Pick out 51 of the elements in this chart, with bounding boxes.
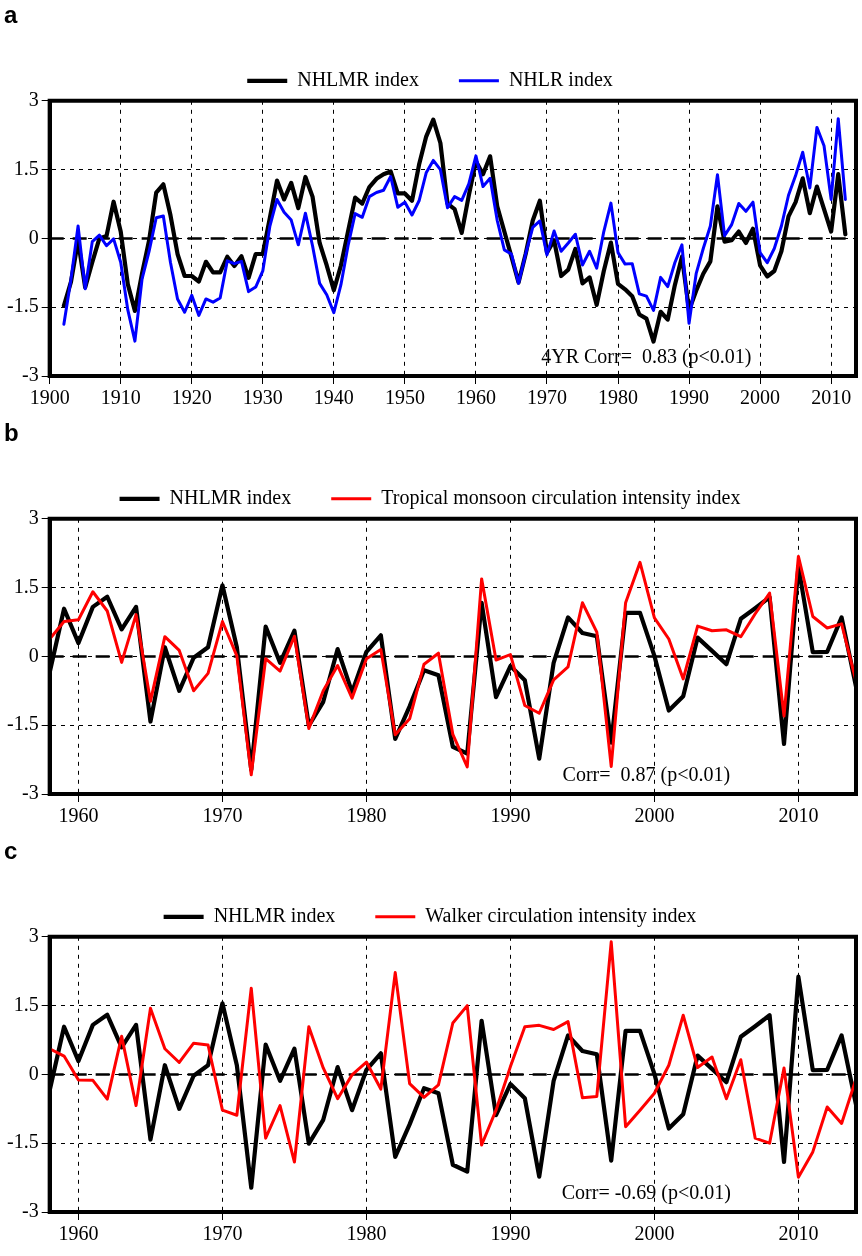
y-tick-label: 0 xyxy=(28,225,39,248)
annotation: Corr= -0.69 (p<0.01) xyxy=(561,1181,731,1205)
legend-label: NHLMR index xyxy=(169,486,292,509)
x-tick-label: 2000 xyxy=(634,804,675,827)
x-tick-label: 1960 xyxy=(58,1222,99,1245)
chart-title: c xyxy=(4,837,18,865)
x-tick-label: 2010 xyxy=(778,804,819,827)
x-tick-label: 2010 xyxy=(811,386,852,409)
x-tick-label: 1970 xyxy=(202,804,243,827)
x-tick-label: 2000 xyxy=(740,386,781,409)
x-tick-label: 2000 xyxy=(634,1222,675,1245)
x-tick-label: 1930 xyxy=(242,386,283,409)
legend-label: NHLMR index xyxy=(213,904,336,927)
y-tick-label: -1.5 xyxy=(6,712,39,735)
y-tick-label: -3 xyxy=(21,781,39,804)
x-tick-label: 1990 xyxy=(490,804,531,827)
x-tick-label: 2010 xyxy=(778,1222,819,1245)
y-tick-label: 1.5 xyxy=(13,992,39,1015)
x-tick-label: 1910 xyxy=(100,386,141,409)
legend-label: Tropical monsoon circulation intensity index xyxy=(381,486,741,510)
y-tick-label: -3 xyxy=(21,363,39,386)
x-tick-label: 1980 xyxy=(346,1222,387,1245)
y-tick-label: 3 xyxy=(28,924,39,947)
x-tick-label: 1980 xyxy=(598,386,639,409)
x-tick-label: 1960 xyxy=(455,386,496,409)
annotation: Corr= 0.87 (p<0.01) xyxy=(562,763,731,787)
chart-title: a xyxy=(4,1,18,29)
y-tick-label: -1.5 xyxy=(6,1130,39,1153)
y-tick-label: 0 xyxy=(28,1061,39,1084)
x-tick-label: 1960 xyxy=(58,804,99,827)
x-tick-label: 1950 xyxy=(384,386,425,409)
y-tick-label: 3 xyxy=(28,506,39,529)
y-tick-label: 1.5 xyxy=(13,574,39,597)
x-tick-label: 1990 xyxy=(669,386,710,409)
annotation: 4YR Corr= 0.83 (p<0.01) xyxy=(541,345,752,369)
chart-title: b xyxy=(4,419,19,447)
x-tick-label: 1900 xyxy=(29,386,70,409)
y-tick-label: 3 xyxy=(28,88,39,111)
x-tick-label: 1940 xyxy=(313,386,354,409)
legend-label: Walker circulation intensity index xyxy=(425,904,697,928)
legend-label: NHLMR index xyxy=(297,68,419,91)
x-tick-label: 1980 xyxy=(346,804,387,827)
legend-label: NHLR index xyxy=(508,68,613,91)
y-tick-label: 0 xyxy=(28,643,39,666)
x-tick-label: 1970 xyxy=(526,386,567,409)
x-tick-label: 1920 xyxy=(171,386,212,409)
y-tick-label: -3 xyxy=(21,1199,39,1222)
x-tick-label: 1990 xyxy=(490,1222,531,1245)
y-tick-label: 1.5 xyxy=(13,156,39,179)
y-tick-label: -1.5 xyxy=(6,294,39,317)
x-tick-label: 1970 xyxy=(202,1222,243,1245)
